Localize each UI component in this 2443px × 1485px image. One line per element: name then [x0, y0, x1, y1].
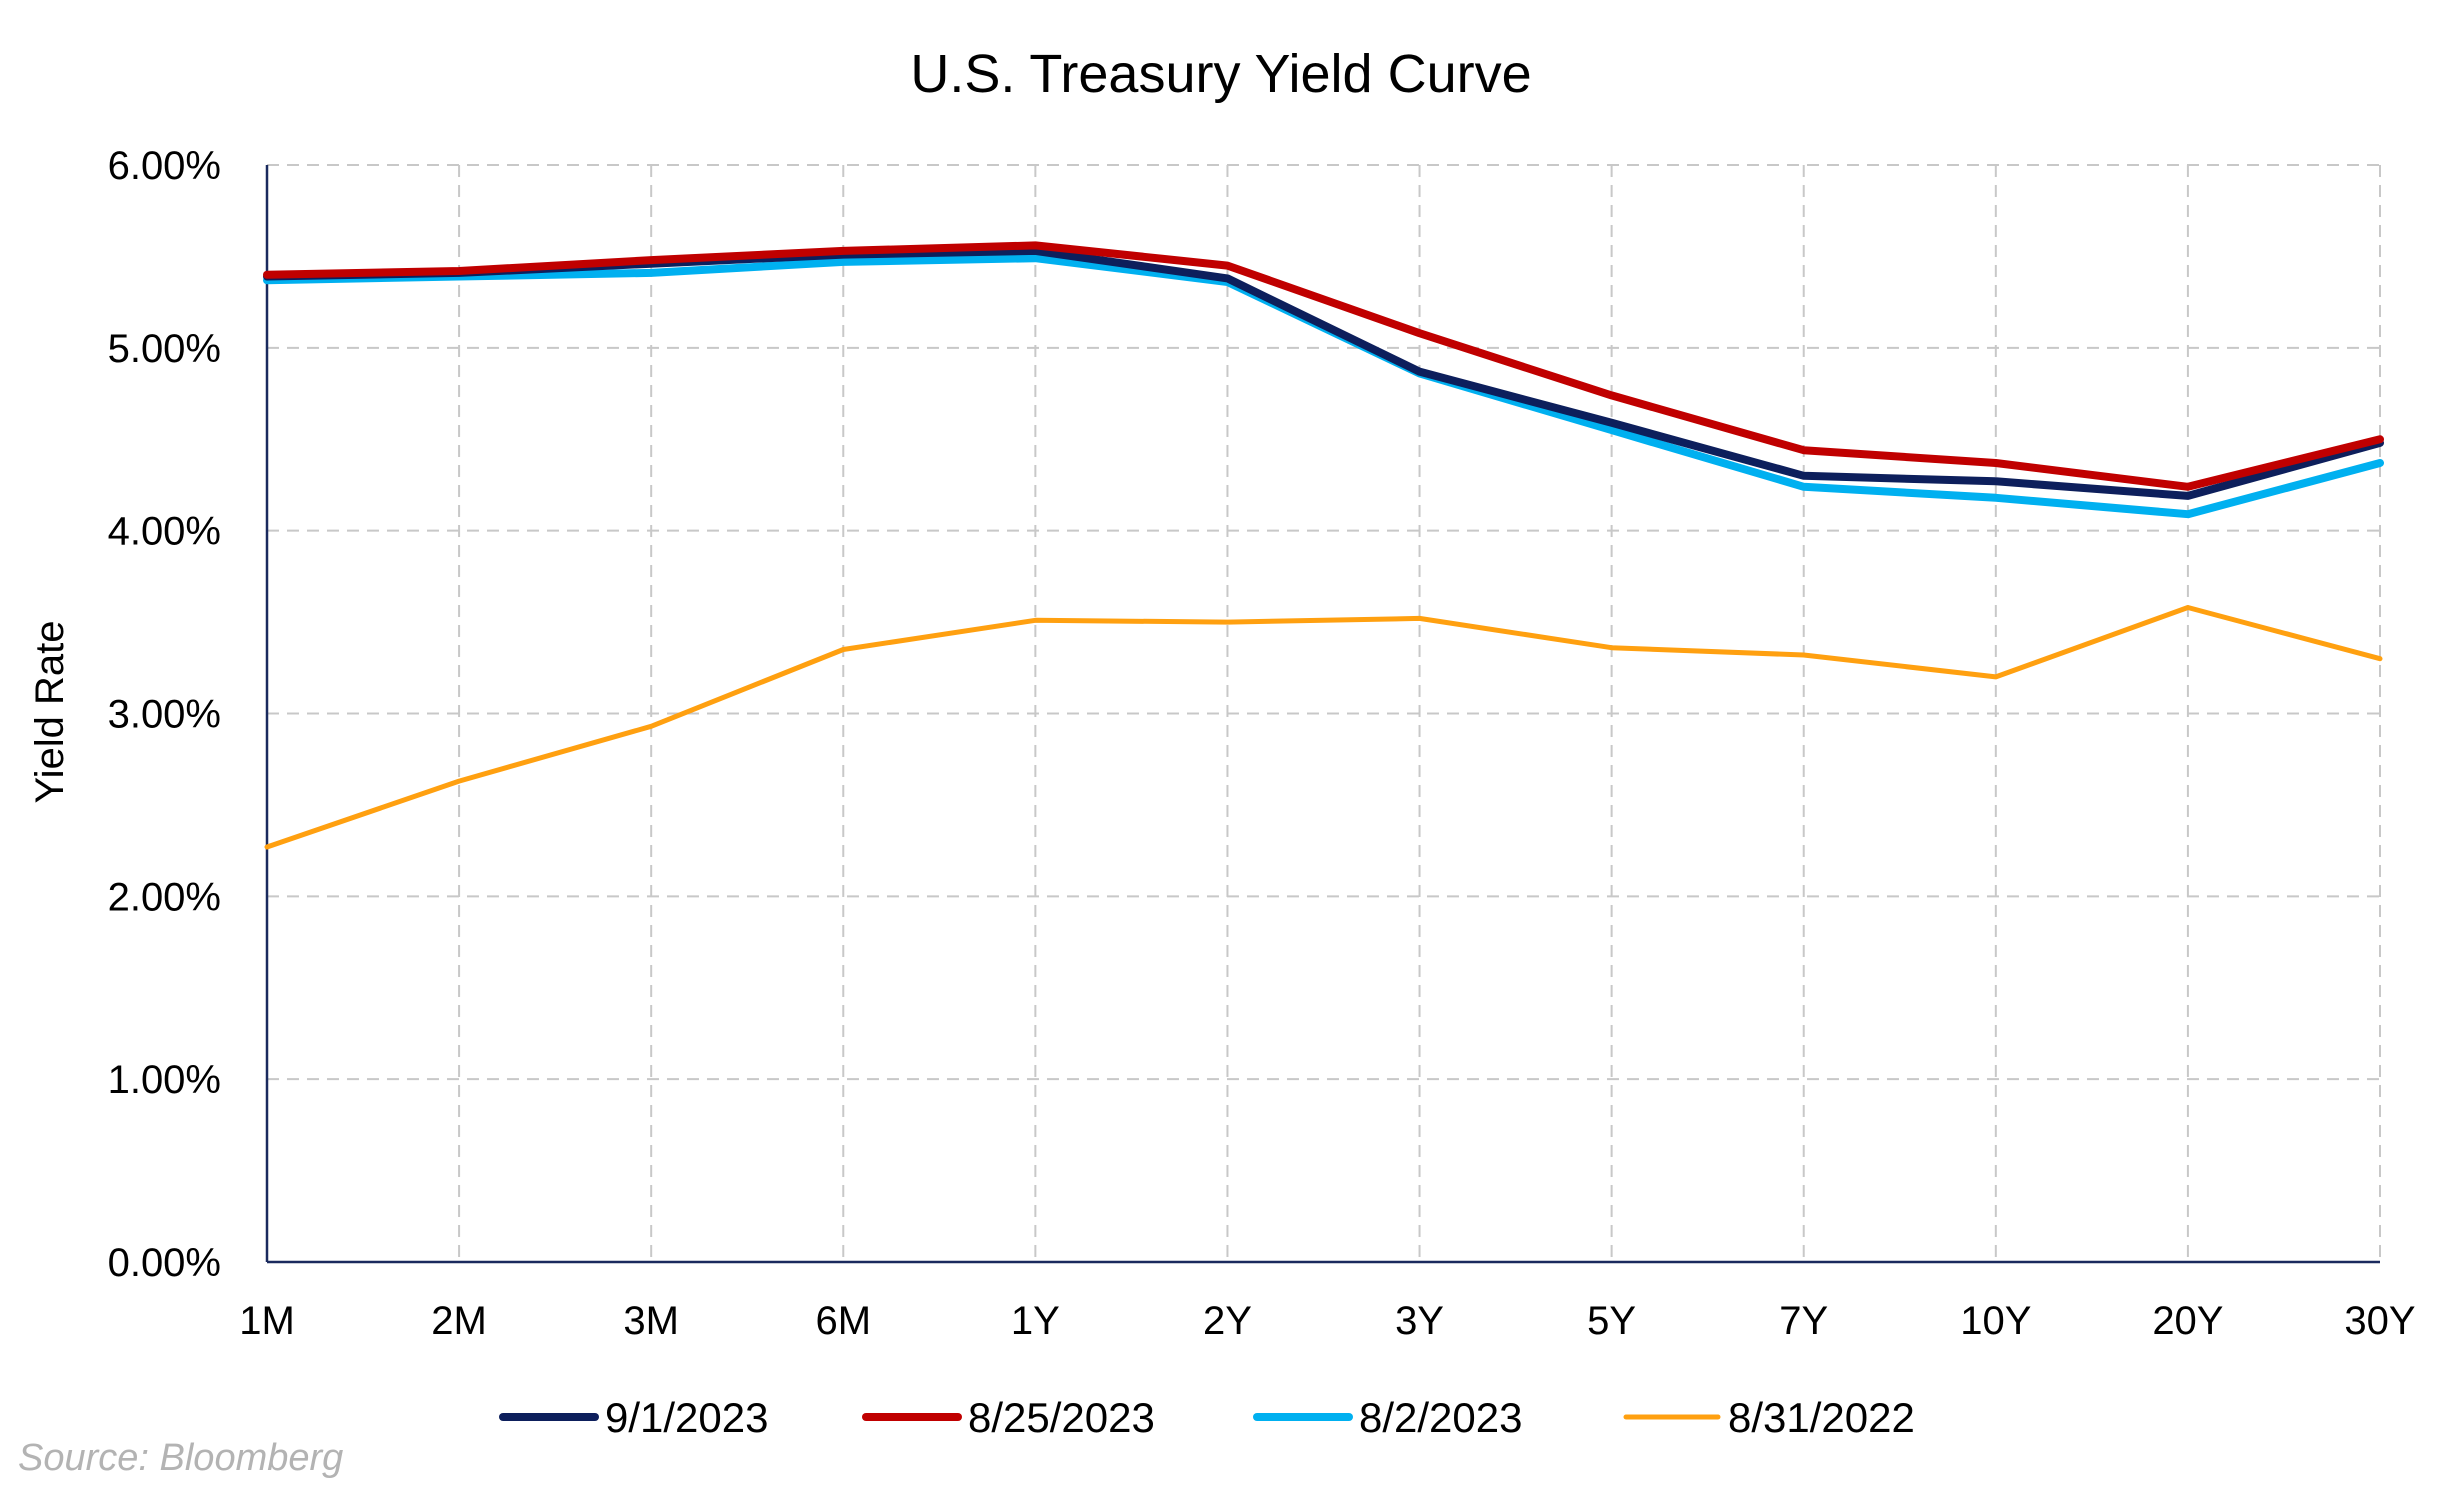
legend-label: 9/1/2023 [605, 1394, 769, 1441]
x-tick-label: 1M [239, 1299, 295, 1343]
x-tick-labels: 1M 2M 3M 6M 1Y 2Y 3Y 5Y 7Y 10Y 20Y 30Y [239, 1299, 2415, 1343]
x-tick-label: 2M [431, 1299, 487, 1343]
x-tick-label: 30Y [2344, 1299, 2415, 1343]
grid [267, 164, 2381, 1262]
x-tick-label: 2Y [1203, 1299, 1252, 1343]
y-tick-label: 4.00% [108, 510, 221, 554]
series-line-1 [263, 241, 2384, 491]
legend-label: 8/2/2023 [1359, 1394, 1523, 1441]
x-tick-label: 20Y [2152, 1299, 2223, 1343]
x-tick-label: 7Y [1779, 1299, 1828, 1343]
y-tick-labels: 0.00% 1.00% 2.00% 3.00% 4.00% 5.00% 6.00% [108, 144, 221, 1285]
legend: 9/1/2023 8/25/2023 8/2/2023 8/31/2022 [499, 1394, 1915, 1441]
y-tick-label: 3.00% [108, 693, 221, 737]
series-lines [263, 241, 2384, 850]
y-tick-label: 0.00% [108, 1241, 221, 1285]
y-tick-label: 2.00% [108, 875, 221, 919]
y-tick-label: 1.00% [108, 1058, 221, 1102]
axes [265, 165, 2380, 1264]
x-tick-label: 3M [623, 1299, 679, 1343]
x-tick-label: 1Y [1011, 1299, 1060, 1343]
chart-title: U.S. Treasury Yield Curve [910, 44, 1531, 104]
series-line-3 [264, 605, 2383, 850]
legend-label: 8/25/2023 [968, 1394, 1155, 1441]
y-tick-label: 5.00% [108, 327, 221, 371]
source-note: Source: Bloomberg [18, 1437, 343, 1479]
x-tick-label: 3Y [1395, 1299, 1444, 1343]
x-tick-label: 5Y [1587, 1299, 1636, 1343]
legend-label: 8/31/2022 [1728, 1394, 1915, 1441]
y-tick-label: 6.00% [108, 144, 221, 188]
x-tick-label: 6M [815, 1299, 871, 1343]
series-line-0 [263, 246, 2384, 500]
x-tick-label: 10Y [1960, 1299, 2031, 1343]
y-axis-label: Yield Rate [28, 620, 72, 803]
